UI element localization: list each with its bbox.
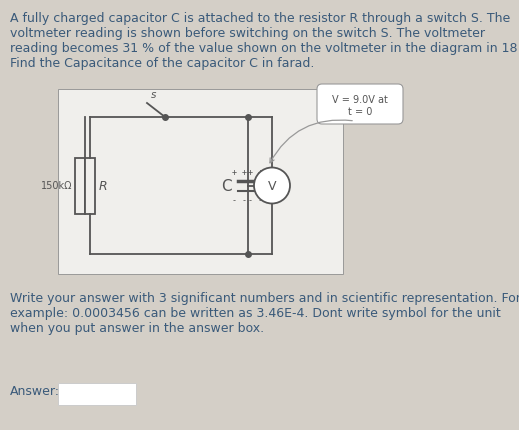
Text: t = 0: t = 0 [348, 107, 372, 117]
Text: + +: + + [248, 168, 263, 177]
Text: V: V [268, 180, 276, 193]
Text: when you put answer in the answer box.: when you put answer in the answer box. [10, 321, 264, 334]
Text: example: 0.0003456 can be written as 3.46E-4. Dont write symbol for the unit: example: 0.0003456 can be written as 3.4… [10, 306, 501, 319]
Text: - -: - - [248, 196, 263, 205]
Text: R: R [99, 180, 107, 193]
Text: - -: - - [233, 196, 248, 205]
Text: C: C [221, 178, 231, 194]
FancyBboxPatch shape [58, 383, 136, 405]
Text: Find the Capacitance of the capacitor C in farad.: Find the Capacitance of the capacitor C … [10, 57, 315, 70]
Text: s: s [151, 90, 156, 100]
Bar [85, 158, 95, 214]
Text: V = 9.0V at: V = 9.0V at [332, 95, 388, 105]
Text: voltmeter reading is shown before switching on the switch S. The voltmeter: voltmeter reading is shown before switch… [10, 27, 485, 40]
Text: reading becomes 31 % of the value shown on the voltmeter in the diagram in 18 s.: reading becomes 31 % of the value shown … [10, 42, 519, 55]
FancyBboxPatch shape [317, 85, 403, 125]
Circle shape [254, 168, 290, 204]
Text: Write your answer with 3 significant numbers and in scientific representation. F: Write your answer with 3 significant num… [10, 291, 519, 304]
Text: A fully charged capacitor C is attached to the resistor R through a switch S. Th: A fully charged capacitor C is attached … [10, 12, 510, 25]
FancyArrowPatch shape [270, 121, 352, 163]
Text: 150kΩ: 150kΩ [40, 181, 72, 191]
Text: + +: + + [233, 168, 248, 177]
Bar [75, 158, 85, 214]
FancyBboxPatch shape [58, 90, 343, 274]
Text: Answer:: Answer: [10, 384, 60, 397]
